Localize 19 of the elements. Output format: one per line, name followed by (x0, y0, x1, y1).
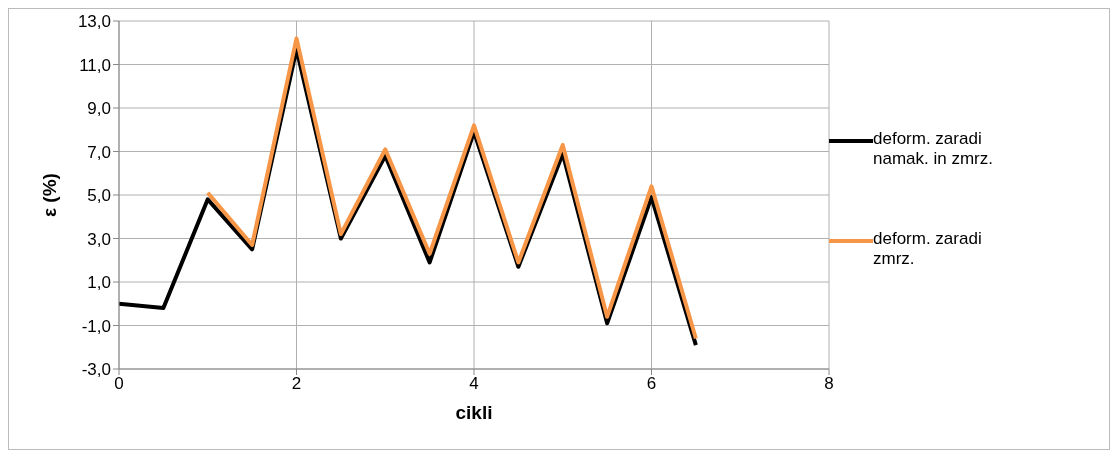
y-tick-label: 3,0 (87, 229, 111, 249)
y-tick-label: -1,0 (81, 316, 111, 336)
x-tick-label: 6 (646, 374, 657, 394)
y-tick-label: 1,0 (87, 273, 111, 293)
y-axis-title: ε (%) (38, 173, 60, 217)
y-tick-label: 7,0 (87, 142, 111, 162)
x-tick-label: 4 (469, 374, 479, 394)
legend-label: deform. zaradi zmrz. (873, 229, 983, 269)
legend-label: deform. zaradi namak. in zmrz. (873, 129, 994, 169)
x-tick-label: 8 (824, 374, 834, 394)
x-tick-label: 2 (291, 374, 302, 394)
y-tick-label: 11,0 (79, 55, 111, 75)
line-series (205, 36, 698, 341)
y-tick-label: 13,0 (77, 12, 111, 32)
x-axis-title: cikli (455, 402, 493, 423)
x-tick-label: 0 (114, 374, 124, 394)
y-tick-label: 5,0 (87, 186, 111, 206)
y-tick-label: -3,0 (81, 360, 111, 380)
y-tick-label: 9,0 (87, 99, 111, 119)
